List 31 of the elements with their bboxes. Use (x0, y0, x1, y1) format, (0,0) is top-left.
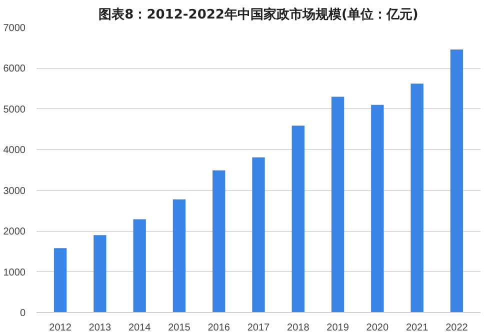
chart-title: 图表8：2012-2022年中国家政市场规模(单位：亿元) (98, 6, 418, 22)
bar (54, 248, 67, 312)
x-tick-label: 2012 (49, 322, 72, 333)
bar (331, 96, 344, 312)
bar (133, 219, 146, 312)
bar (94, 235, 106, 312)
x-tick-label: 2021 (406, 322, 429, 333)
y-tick-label: 7000 (3, 23, 26, 34)
x-tick-label: 2018 (287, 322, 310, 333)
y-tick-label: 5000 (3, 104, 26, 116)
bar (371, 104, 384, 312)
y-tick-label: 1000 (3, 267, 26, 278)
y-tick-label: 3000 (3, 186, 26, 197)
bar (410, 84, 424, 312)
x-tick-label: 2014 (128, 322, 152, 333)
y-tick-label: 2000 (3, 226, 26, 238)
x-tick-label: 2019 (326, 322, 350, 333)
x-tick-label: 2013 (88, 322, 112, 333)
x-tick-label: 2022 (446, 322, 468, 333)
y-tick-label: 6000 (3, 64, 26, 75)
bar (252, 157, 265, 312)
bar (172, 199, 186, 312)
x-tick-label: 2016 (208, 322, 230, 333)
x-tick-label: 2015 (168, 322, 191, 333)
x-tick-label: 2020 (366, 322, 389, 333)
bar (212, 170, 226, 312)
y-tick-label: 0 (20, 308, 26, 319)
bar (450, 49, 464, 312)
y-tick-label: 4000 (3, 145, 26, 156)
x-tick-label: 2017 (247, 322, 270, 333)
bar (292, 126, 304, 312)
